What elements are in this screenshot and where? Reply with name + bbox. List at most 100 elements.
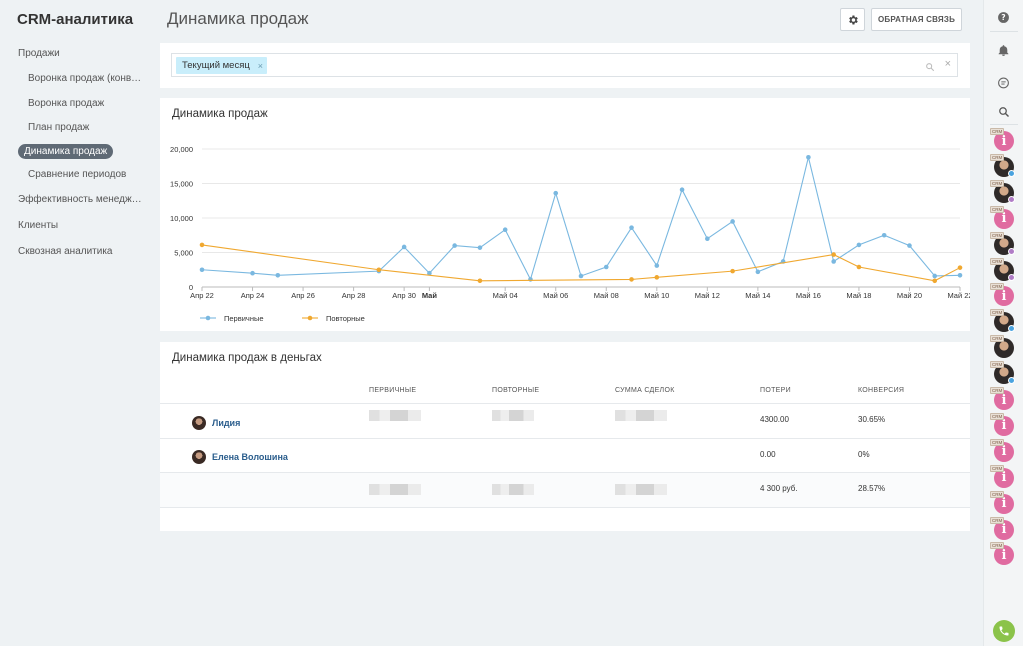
clear-filter-icon[interactable]: × bbox=[944, 58, 951, 70]
sidebar-item-sales[interactable]: Продажи bbox=[18, 48, 60, 59]
filter-chip-current-month[interactable]: Текущий месяц × bbox=[176, 57, 268, 74]
info-icon[interactable]: i bbox=[994, 467, 1014, 488]
search-icon[interactable] bbox=[925, 59, 935, 77]
data-point bbox=[831, 252, 836, 257]
x-tick-label: Май 22 bbox=[947, 291, 970, 300]
sidebar-item-funnel[interactable]: Воронка продаж bbox=[28, 98, 105, 109]
data-point bbox=[275, 272, 281, 278]
crm-badge: CRM bbox=[990, 231, 1005, 239]
feedback-button[interactable]: ОБРАТНАЯ СВЯЗЬ bbox=[871, 8, 962, 31]
chat-icon[interactable] bbox=[994, 74, 1013, 93]
data-point bbox=[250, 270, 255, 276]
sidebar-item-manager-efficiency[interactable]: Эффективность менеджеров bbox=[18, 194, 146, 205]
status-dot bbox=[1008, 273, 1015, 281]
info-icon[interactable]: i bbox=[994, 286, 1014, 307]
data-point bbox=[477, 278, 483, 284]
blurred-value bbox=[492, 410, 534, 421]
avatar bbox=[192, 416, 206, 430]
left-sidebar: CRM-аналитика Продажи Воронка продаж (ко… bbox=[0, 0, 150, 646]
info-icon[interactable]: i bbox=[994, 441, 1014, 462]
col-header-primary: ПЕРВИЧНЫЕ bbox=[369, 387, 417, 394]
y-tick-label: 5,000 bbox=[174, 249, 193, 258]
crm-badge: CRM bbox=[990, 309, 1005, 317]
divider bbox=[160, 507, 970, 508]
bell-icon[interactable] bbox=[994, 41, 1013, 60]
losses-value: 4300.00 bbox=[760, 415, 789, 424]
data-point bbox=[730, 268, 735, 274]
col-header-losses: ПОТЕРИ bbox=[760, 387, 791, 394]
legend-marker bbox=[205, 315, 211, 321]
filter-chip-label: Текущий месяц bbox=[182, 60, 250, 71]
blurred-value bbox=[369, 410, 421, 421]
help-icon[interactable]: ? bbox=[994, 8, 1013, 27]
data-point bbox=[831, 259, 836, 264]
sidebar-item-period-compare[interactable]: Сравнение периодов bbox=[28, 169, 127, 180]
data-point bbox=[755, 269, 761, 275]
info-icon[interactable]: i bbox=[994, 493, 1014, 514]
legend-label: Повторные bbox=[326, 314, 365, 323]
data-point bbox=[502, 227, 508, 233]
data-point bbox=[199, 267, 205, 273]
total-losses: 4 300 руб. bbox=[760, 484, 798, 493]
crm-badge: CRM bbox=[990, 490, 1005, 498]
data-point bbox=[679, 187, 685, 193]
x-tick-label: Апр 26 bbox=[291, 291, 315, 300]
app-title: CRM-аналитика bbox=[17, 11, 134, 28]
crm-badge: CRM bbox=[990, 153, 1005, 161]
data-point bbox=[629, 225, 634, 230]
svg-text:?: ? bbox=[1001, 13, 1005, 22]
sidebar-item-sales-dynamics[interactable]: Динамика продаж bbox=[18, 144, 114, 159]
phone-icon[interactable] bbox=[993, 620, 1015, 642]
sidebar-item-end-to-end[interactable]: Сквозная аналитика bbox=[18, 246, 113, 257]
conversion-value: 0% bbox=[858, 450, 870, 459]
data-point bbox=[477, 245, 483, 250]
blurred-value bbox=[369, 484, 421, 495]
data-point bbox=[452, 243, 457, 248]
divider bbox=[160, 438, 970, 439]
filter-panel: Текущий месяц × × bbox=[160, 43, 970, 88]
money-table-panel: Динамика продаж в деньгах ПЕРВИЧНЫЕ ПОВТ… bbox=[160, 342, 970, 531]
sidebar-item-funnel-conversion[interactable]: Воронка продаж (конверсия) bbox=[28, 73, 146, 84]
sales-dynamics-chart: 0 5,000 10,000 15,000 20,000 Апр 22 Апр 24 Апр … bbox=[170, 145, 970, 323]
info-icon[interactable]: i bbox=[994, 390, 1014, 410]
data-point bbox=[578, 273, 584, 279]
info-icon[interactable]: i bbox=[994, 545, 1014, 566]
gear-icon bbox=[848, 15, 858, 24]
col-header-deal-sum: СУММА СДЕЛОК bbox=[615, 387, 675, 394]
crm-badge: CRM bbox=[990, 387, 1005, 394]
col-header-repeat: ПОВТОРНЫЕ bbox=[492, 387, 540, 394]
crm-badge: CRM bbox=[990, 128, 1005, 135]
divider bbox=[160, 403, 970, 404]
conversion-value: 30.65% bbox=[858, 415, 886, 424]
info-icon[interactable]: i bbox=[994, 131, 1014, 151]
table-row-name[interactable]: Лидия bbox=[212, 418, 241, 428]
x-tick-label: Апр 30 bbox=[392, 291, 416, 300]
chip-remove-icon[interactable]: × bbox=[257, 60, 264, 71]
y-tick-label: 10,000 bbox=[170, 214, 193, 223]
page-title: Динамика продаж bbox=[167, 9, 309, 28]
contact-avatar[interactable] bbox=[994, 338, 1014, 359]
x-tick-label: Май 16 bbox=[796, 291, 821, 300]
data-point bbox=[881, 232, 887, 238]
divider bbox=[990, 124, 1018, 125]
y-tick-label: 15,000 bbox=[170, 180, 193, 189]
table-row-name[interactable]: Елена Волошина bbox=[212, 452, 288, 462]
data-point bbox=[730, 219, 735, 224]
sidebar-item-sales-plan[interactable]: План продаж bbox=[28, 122, 90, 133]
chart-title: Динамика продаж bbox=[172, 108, 268, 120]
x-tick-label: Май 08 bbox=[594, 291, 619, 300]
sidebar-item-clients[interactable]: Клиенты bbox=[18, 220, 59, 231]
search-icon[interactable] bbox=[994, 102, 1013, 121]
info-icon[interactable]: i bbox=[994, 208, 1014, 229]
info-icon[interactable]: i bbox=[994, 519, 1014, 540]
x-tick-label: Апр 24 bbox=[241, 291, 265, 300]
filter-input[interactable]: Текущий месяц × × bbox=[171, 53, 958, 77]
settings-button[interactable] bbox=[840, 8, 865, 31]
money-table-title: Динамика продаж в деньгах bbox=[172, 352, 322, 364]
data-point bbox=[957, 272, 963, 278]
crm-badge: CRM bbox=[990, 516, 1005, 524]
data-point bbox=[932, 273, 938, 279]
data-point bbox=[401, 244, 407, 250]
total-row bbox=[160, 473, 970, 507]
info-icon[interactable]: i bbox=[994, 415, 1014, 436]
